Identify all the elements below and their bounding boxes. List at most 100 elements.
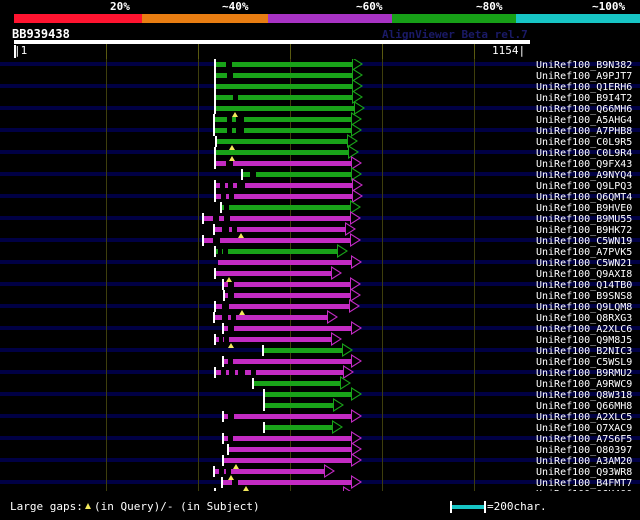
subject-hit-label[interactable]: UniRef100_Q9LQM8 [536,302,633,313]
subject-hit-label[interactable]: UniRef100_B9I4T2 [536,93,633,104]
subject-hit-label[interactable]: UniRef100_B9N382 [536,60,633,71]
subject-hit-label[interactable]: UniRef100_A5AHG4 [536,115,633,126]
subject-hit-label[interactable]: UniRef100_A2XLC5 [536,412,633,423]
alignment-bar[interactable] [214,95,352,100]
alignment-bar[interactable] [220,205,350,210]
alignment-bar[interactable] [214,62,352,67]
subject-hit-label[interactable]: UniRef100_B2NIC3 [536,346,633,357]
subject-hit-label[interactable]: UniRef100_Q6K4Q0 [536,489,632,491]
alignment-row[interactable] [0,486,640,491]
subject-hit-label[interactable]: UniRef100_Q14TB0 [536,280,633,291]
alignment-row[interactable] [0,222,640,238]
subject-hit-label[interactable]: UniRef100_C5WSL9 [536,357,633,368]
alignment-row[interactable] [0,376,640,390]
alignment-row[interactable] [0,453,640,469]
alignment-row[interactable] [0,134,640,150]
alignment-bar[interactable] [263,403,333,408]
subject-hit-label[interactable]: UniRef100_A2XLC6 [536,324,633,335]
alignment-row[interactable] [0,178,640,192]
alignment-row[interactable] [0,343,640,357]
subject-hit-label[interactable]: UniRef100_C5WN19 [536,236,633,247]
alignment-bar[interactable] [214,194,352,199]
subject-hit-label[interactable]: UniRef100_A9NYQ4 [536,170,633,181]
subject-hit-label[interactable]: UniRef100_A7PVK5 [536,247,633,258]
alignment-row[interactable] [0,420,640,434]
subject-hit-label[interactable]: UniRef100_C5WN21 [536,258,633,269]
alignment-bar[interactable] [202,238,350,243]
subject-hit-label[interactable]: UniRef100_C0L9R4 [536,148,633,159]
alignment-row[interactable] [0,145,640,161]
alignment-row[interactable] [0,299,640,315]
subject-hit-label[interactable]: UniRef100_Q9M8J5 [536,335,633,346]
alignment-bar[interactable] [222,282,350,287]
alignment-row[interactable] [0,464,640,480]
alignment-bar[interactable] [227,447,351,452]
alignment-bar[interactable] [223,293,350,298]
subject-hit-label[interactable]: UniRef100_A9PJT7 [536,71,633,82]
subject-hit-label[interactable]: UniRef100_B9MU55 [536,214,633,225]
alignment-bar[interactable] [214,183,352,188]
alignment-bar[interactable] [214,304,349,309]
alignment-row[interactable] [0,266,640,282]
alignment-bar[interactable] [213,469,324,474]
subject-hit-label[interactable]: UniRef100_Q8RXG3 [536,313,633,324]
subject-hit-label[interactable]: UniRef100_Q93WR8 [536,467,633,478]
subject-hit-label[interactable]: UniRef100_A7S6F5 [536,434,633,445]
alignment-row[interactable] [0,101,640,117]
alignment-row[interactable] [0,189,640,203]
alignment-bar[interactable] [214,84,352,89]
subject-hit-label[interactable]: UniRef100_B4FMT7 [536,478,633,489]
alignment-bar[interactable] [221,480,351,485]
alignment-row[interactable] [0,233,640,247]
alignment-row[interactable] [0,387,640,401]
alignment-row[interactable] [0,409,640,423]
alignment-bar[interactable] [213,117,351,122]
alignment-row[interactable] [0,211,640,225]
subject-hit-label[interactable]: UniRef100_Q9FX43 [536,159,633,170]
alignment-bar[interactable] [215,139,347,144]
subject-hit-label[interactable]: UniRef100_O80397 [536,445,633,456]
alignment-bar[interactable] [263,392,351,397]
alignment-bar[interactable] [214,337,331,342]
subject-hit-label[interactable]: UniRef100_A3AM20 [536,456,633,467]
alignment-row[interactable] [0,354,640,368]
subject-hit-label[interactable]: UniRef100_C0L9R5 [536,137,633,148]
alignment-row[interactable] [0,200,640,214]
alignment-bar[interactable] [222,414,351,419]
alignment-bar[interactable] [213,227,345,232]
alignment-row[interactable] [0,90,640,104]
alignment-bar[interactable] [222,359,351,364]
alignment-bar[interactable] [214,271,331,276]
alignment-row[interactable] [0,255,640,269]
alignment-row[interactable] [0,68,640,82]
subject-hit-label[interactable]: UniRef100_Q66MH6 [536,104,633,115]
alignment-bar[interactable] [263,425,332,430]
alignment-row[interactable] [0,156,640,170]
alignment-row[interactable] [0,431,640,445]
alignment-bar[interactable] [214,106,354,111]
subject-hit-label[interactable]: UniRef100_B9SNS8 [536,291,633,302]
alignment-bar[interactable] [262,348,342,353]
subject-hit-label[interactable]: UniRef100_B9RMU2 [536,368,633,379]
alignment-bar[interactable] [214,150,348,155]
subject-hit-label[interactable]: UniRef100_Q7XAC9 [536,423,633,434]
alignment-bar[interactable] [222,326,351,331]
alignment-bar[interactable] [214,161,351,166]
alignment-row[interactable] [0,277,640,291]
alignment-row[interactable] [0,112,640,126]
subject-hit-label[interactable]: UniRef100_A7PHB8 [536,126,633,137]
subject-hit-label[interactable]: UniRef100_A9RWC9 [536,379,633,390]
subject-hit-label[interactable]: UniRef100_Q9LPQ3 [536,181,633,192]
alignment-row[interactable] [0,321,640,335]
alignment-row[interactable] [0,59,640,71]
alignment-row[interactable] [0,123,640,137]
alignment-bar[interactable] [213,128,351,133]
alignment-bar[interactable] [214,73,352,78]
alignment-bar[interactable] [222,458,351,463]
subject-hit-label[interactable]: UniRef100_Q9AXI8 [536,269,633,280]
subject-hit-label[interactable]: UniRef100_Q66MH8 [536,401,633,412]
alignment-bar[interactable] [252,381,340,386]
alignment-bar[interactable] [222,436,351,441]
alignment-bar[interactable] [214,370,343,375]
alignment-row[interactable] [0,442,640,456]
